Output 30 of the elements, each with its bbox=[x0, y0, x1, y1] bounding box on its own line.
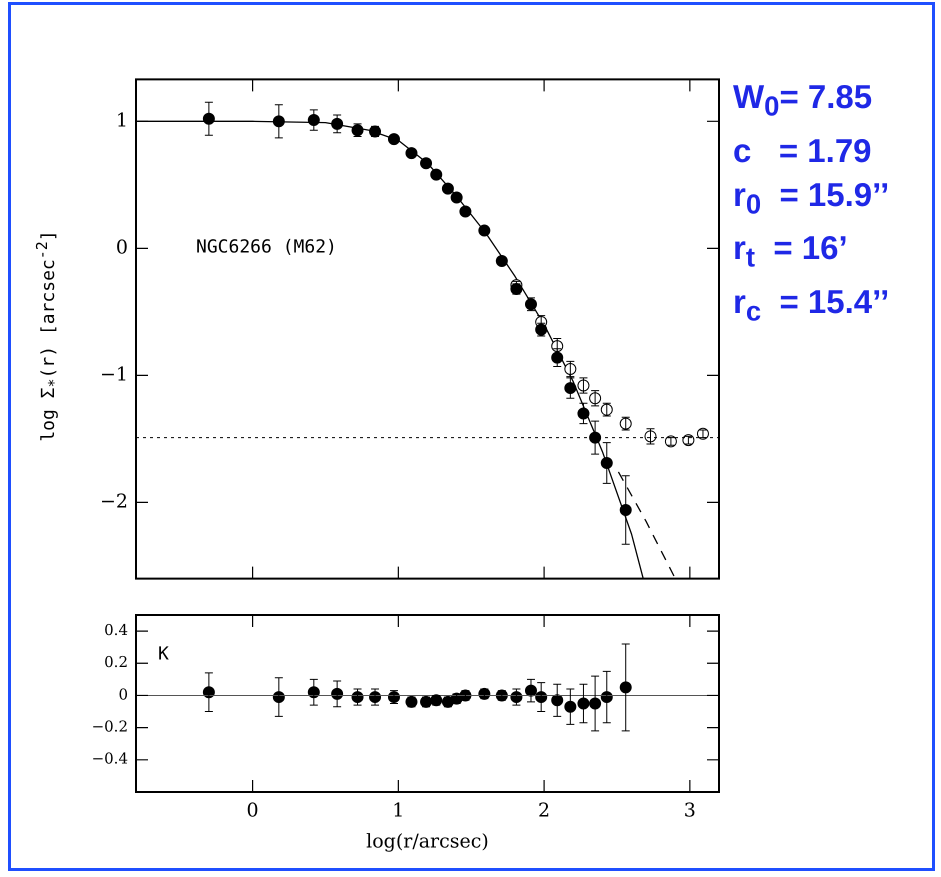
point bbox=[589, 698, 602, 710]
annotation: NGC6266 (M62) bbox=[196, 236, 337, 258]
x-tick-label: 0 bbox=[246, 799, 259, 822]
x-tick-label: 3 bbox=[684, 799, 696, 822]
y-tick-label: 0 bbox=[116, 236, 128, 258]
y-tick-label: −0.4 bbox=[92, 750, 128, 768]
x-tick-label: 1 bbox=[392, 799, 404, 822]
point bbox=[577, 407, 590, 420]
text: W$_{0}$= 7.85 bbox=[733, 77, 874, 124]
point bbox=[564, 382, 576, 394]
text: c = 1.79 bbox=[733, 130, 873, 171]
y-tick-label: 0.2 bbox=[104, 653, 128, 672]
point bbox=[308, 114, 320, 126]
point bbox=[331, 118, 344, 130]
y-tick-label: −0.2 bbox=[92, 718, 128, 736]
x-axis-title: log(r/arcsec) bbox=[366, 830, 489, 853]
point bbox=[620, 681, 632, 694]
point bbox=[600, 457, 613, 470]
point bbox=[620, 504, 632, 516]
text: r$_{0}$ = 15.9’’ bbox=[733, 174, 890, 222]
annotation: K bbox=[158, 644, 169, 665]
x-tick-label: 2 bbox=[538, 799, 550, 822]
y-tick-label: 1 bbox=[116, 109, 128, 132]
text: r$_{t}$ = 16’ bbox=[733, 228, 849, 275]
y-tick-label: 0.4 bbox=[104, 620, 128, 639]
y-tick-label: 0 bbox=[118, 685, 128, 704]
point bbox=[202, 112, 215, 125]
text: r$_{c}$ = 15.4’’ bbox=[733, 282, 890, 328]
y-tick-label: −1 bbox=[100, 363, 128, 386]
y-tick-label: −2 bbox=[100, 490, 128, 512]
